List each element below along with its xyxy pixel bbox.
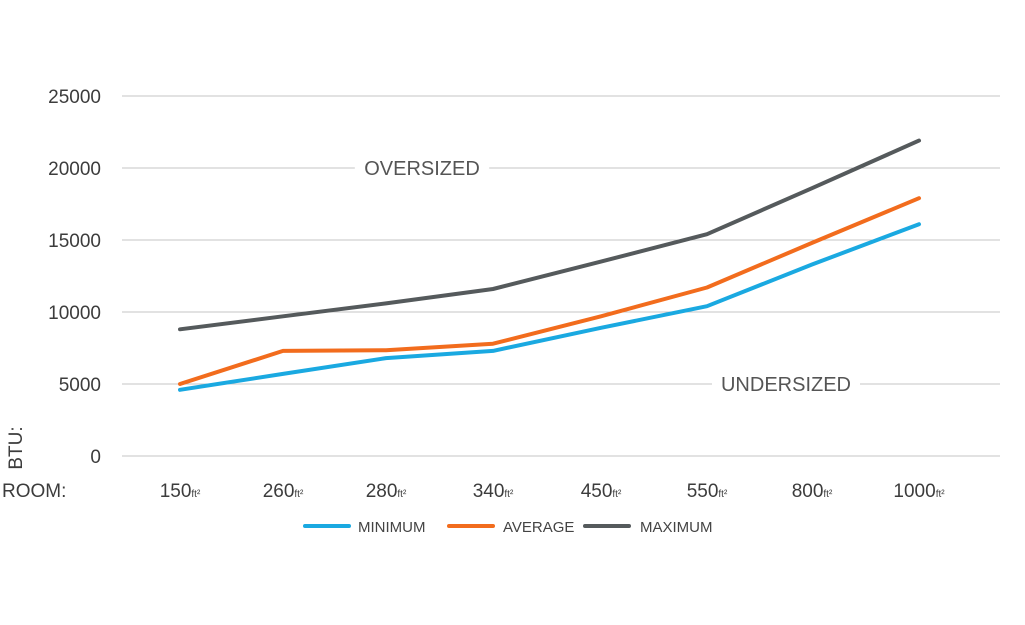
legend-label: AVERAGE: [503, 519, 574, 536]
x-axis-ticks: 150ft² 260ft² 280ft² 340ft² 450ft² 550ft² 800f…: [160, 481, 946, 502]
region-annotation: OVERSIZED: [364, 158, 480, 180]
x-tick-unit: ft²: [191, 489, 201, 500]
series-line-maximum: [178, 138, 921, 332]
x-tick-value: 150: [160, 481, 192, 502]
y-axis-ticks: 0 5000 10000 15000 20000 25000: [48, 87, 101, 468]
y-tick-label: 15000: [48, 231, 101, 252]
x-tick-label: 1000ft²: [893, 481, 945, 502]
legend-label: MAXIMUM: [640, 519, 713, 536]
y-tick-label: 20000: [48, 159, 101, 180]
x-tick-unit: ft²: [718, 489, 728, 500]
x-tick-value: 1000: [893, 481, 935, 502]
grid-lines: [122, 95, 1000, 457]
y-tick-label: 25000: [48, 87, 101, 108]
y-tick-label: 10000: [48, 303, 101, 324]
x-axis-label: ROOM:: [2, 481, 66, 502]
legend: MINIMUM AVERAGE MAXIMUM: [303, 519, 713, 536]
region-annotation: UNDERSIZED: [721, 374, 851, 396]
x-tick-label: 150ft²: [160, 481, 201, 502]
y-tick-label: 0: [90, 447, 101, 468]
annotation-background: [712, 370, 860, 398]
x-tick-label: 800ft²: [792, 481, 833, 502]
x-tick-label: 550ft²: [687, 481, 728, 502]
x-tick-unit: ft²: [823, 489, 833, 500]
x-tick-value: 800: [792, 481, 824, 502]
region-annotations: OVERSIZED UNDERSIZED: [354, 154, 860, 398]
x-tick-unit: ft²: [294, 489, 304, 500]
x-tick-value: 260: [263, 481, 295, 502]
x-tick-value: 340: [473, 481, 505, 502]
series-line-minimum: [178, 222, 921, 392]
x-tick-label: 260ft²: [263, 481, 304, 502]
x-tick-unit: ft²: [936, 489, 946, 500]
series-lines: [178, 138, 921, 392]
legend-label: MINIMUM: [358, 519, 426, 536]
annotation-background: [354, 154, 490, 182]
x-tick-value: 450: [581, 481, 613, 502]
series-line-average: [178, 196, 921, 386]
x-tick-value: 550: [687, 481, 719, 502]
x-tick-label: 280ft²: [366, 481, 407, 502]
x-tick-unit: ft²: [504, 489, 514, 500]
x-tick-label: 450ft²: [581, 481, 622, 502]
x-tick-unit: ft²: [612, 489, 622, 500]
x-tick-label: 340ft²: [473, 481, 514, 502]
x-tick-unit: ft²: [397, 489, 407, 500]
x-tick-value: 280: [366, 481, 398, 502]
y-tick-label: 5000: [59, 375, 101, 396]
y-axis-label: BTU:: [6, 426, 27, 469]
